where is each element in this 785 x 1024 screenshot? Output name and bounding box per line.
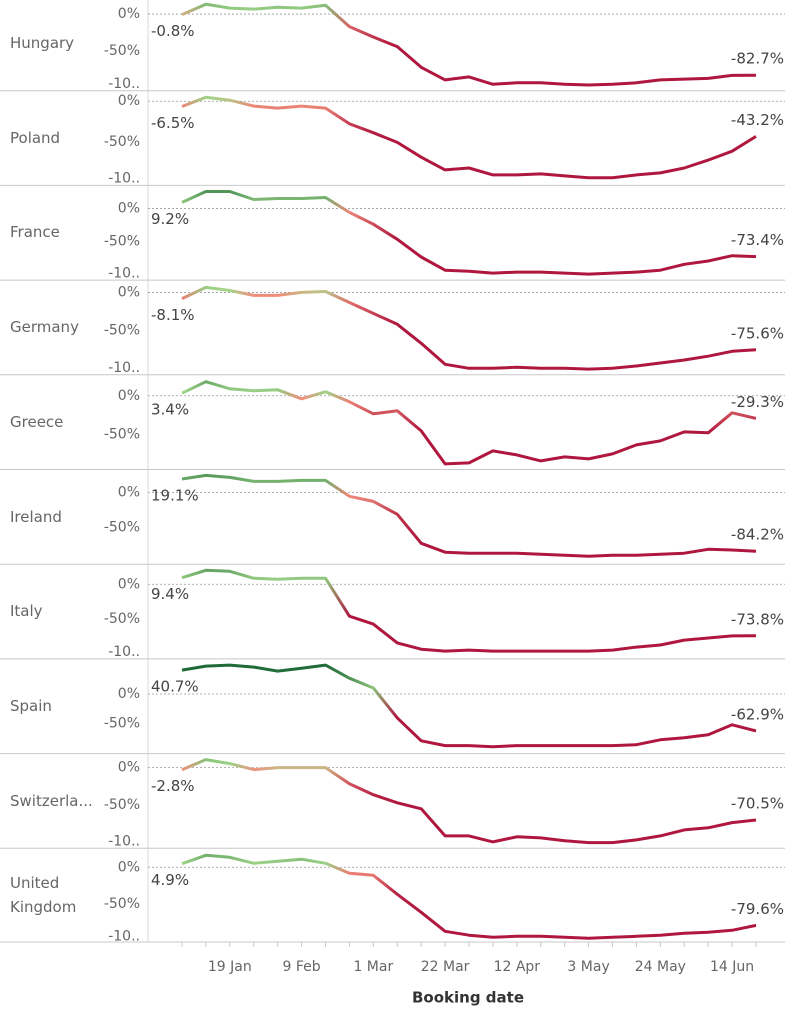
value-label: -84.2% bbox=[731, 526, 784, 544]
panel-label: Italy bbox=[10, 602, 43, 621]
series-line bbox=[181, 285, 757, 371]
y-tick-label: -10.. bbox=[108, 171, 140, 187]
series-line bbox=[181, 568, 757, 653]
value-label: -6.5% bbox=[151, 114, 195, 132]
value-label: 19.1% bbox=[151, 487, 199, 505]
y-tick-label: -50% bbox=[104, 233, 140, 249]
y-tick-label: -50% bbox=[104, 426, 140, 442]
y-tick-label: 0% bbox=[118, 200, 140, 216]
series-line bbox=[181, 190, 757, 276]
y-tick-label: -50% bbox=[104, 715, 140, 731]
y-tick-label: 0% bbox=[118, 93, 140, 109]
x-tick-label: 24 May bbox=[635, 959, 686, 975]
y-tick-label: -50% bbox=[104, 134, 140, 150]
y-tick-label: -10.. bbox=[108, 928, 140, 944]
value-label: -29.3% bbox=[731, 393, 784, 411]
value-label: 3.4% bbox=[151, 401, 189, 419]
value-label: -75.6% bbox=[731, 324, 784, 342]
x-tick-label: 9 Feb bbox=[283, 959, 321, 975]
x-tick-label: 22 Mar bbox=[421, 959, 470, 975]
y-tick-label: -50% bbox=[104, 43, 140, 59]
value-label: -82.7% bbox=[731, 50, 784, 68]
value-label: -79.6% bbox=[731, 900, 784, 918]
series-line bbox=[181, 758, 757, 845]
y-tick-label: -10.. bbox=[108, 644, 140, 660]
y-tick-label: -10.. bbox=[108, 834, 140, 850]
y-tick-label: -10.. bbox=[108, 360, 140, 376]
value-label: -70.5% bbox=[731, 794, 784, 812]
panel-label: United Kingdom bbox=[10, 874, 77, 917]
panel-label: France bbox=[10, 223, 60, 242]
x-tick-label: 1 Mar bbox=[353, 959, 393, 975]
x-tick-label: 14 Jun bbox=[710, 959, 754, 975]
value-label: -8.1% bbox=[151, 306, 195, 324]
y-tick-label: 0% bbox=[118, 576, 140, 592]
value-label: 9.4% bbox=[151, 585, 189, 603]
y-tick-label: -10.. bbox=[108, 265, 140, 281]
panel-label: Ireland bbox=[10, 507, 62, 526]
x-axis-title: Booking date bbox=[412, 989, 524, 1007]
series-line bbox=[181, 473, 757, 558]
y-tick-label: 0% bbox=[118, 284, 140, 300]
y-tick-label: -50% bbox=[104, 322, 140, 338]
panel-label: Greece bbox=[10, 412, 64, 431]
y-tick-label: -50% bbox=[104, 519, 140, 535]
panel-label: Switzerla... bbox=[10, 791, 93, 810]
value-label: 40.7% bbox=[151, 678, 199, 696]
value-label: 9.2% bbox=[151, 210, 189, 228]
y-tick-label: -50% bbox=[104, 611, 140, 627]
y-tick-label: -50% bbox=[104, 797, 140, 813]
panel-label: Germany bbox=[10, 318, 79, 337]
series-line bbox=[181, 95, 757, 180]
value-label: 4.9% bbox=[151, 871, 189, 889]
series-line bbox=[181, 380, 757, 466]
y-tick-label: 0% bbox=[118, 686, 140, 702]
value-label: -73.4% bbox=[731, 231, 784, 249]
x-tick-label: 19 Jan bbox=[208, 959, 252, 975]
series-line bbox=[181, 663, 757, 749]
value-label: -62.9% bbox=[731, 705, 784, 723]
y-tick-label: 0% bbox=[118, 484, 140, 500]
y-tick-label: 0% bbox=[118, 6, 140, 22]
panel-label: Hungary bbox=[10, 34, 75, 52]
value-label: -73.8% bbox=[731, 610, 784, 628]
value-label: -2.8% bbox=[151, 777, 195, 795]
panel-label: Poland bbox=[10, 128, 61, 147]
y-tick-label: -10.. bbox=[108, 76, 140, 92]
x-tick-label: 12 Apr bbox=[494, 959, 541, 975]
y-tick-label: 0% bbox=[118, 388, 140, 404]
value-label: -43.2% bbox=[731, 111, 784, 129]
y-tick-label: 0% bbox=[118, 859, 140, 875]
series-line bbox=[181, 853, 757, 940]
value-label: -0.8% bbox=[151, 22, 195, 40]
series-line bbox=[181, 2, 757, 87]
y-tick-label: 0% bbox=[118, 760, 140, 776]
panel-label: Spain bbox=[10, 696, 52, 715]
x-tick-label: 3 May bbox=[567, 959, 609, 975]
y-tick-label: -50% bbox=[104, 896, 140, 912]
